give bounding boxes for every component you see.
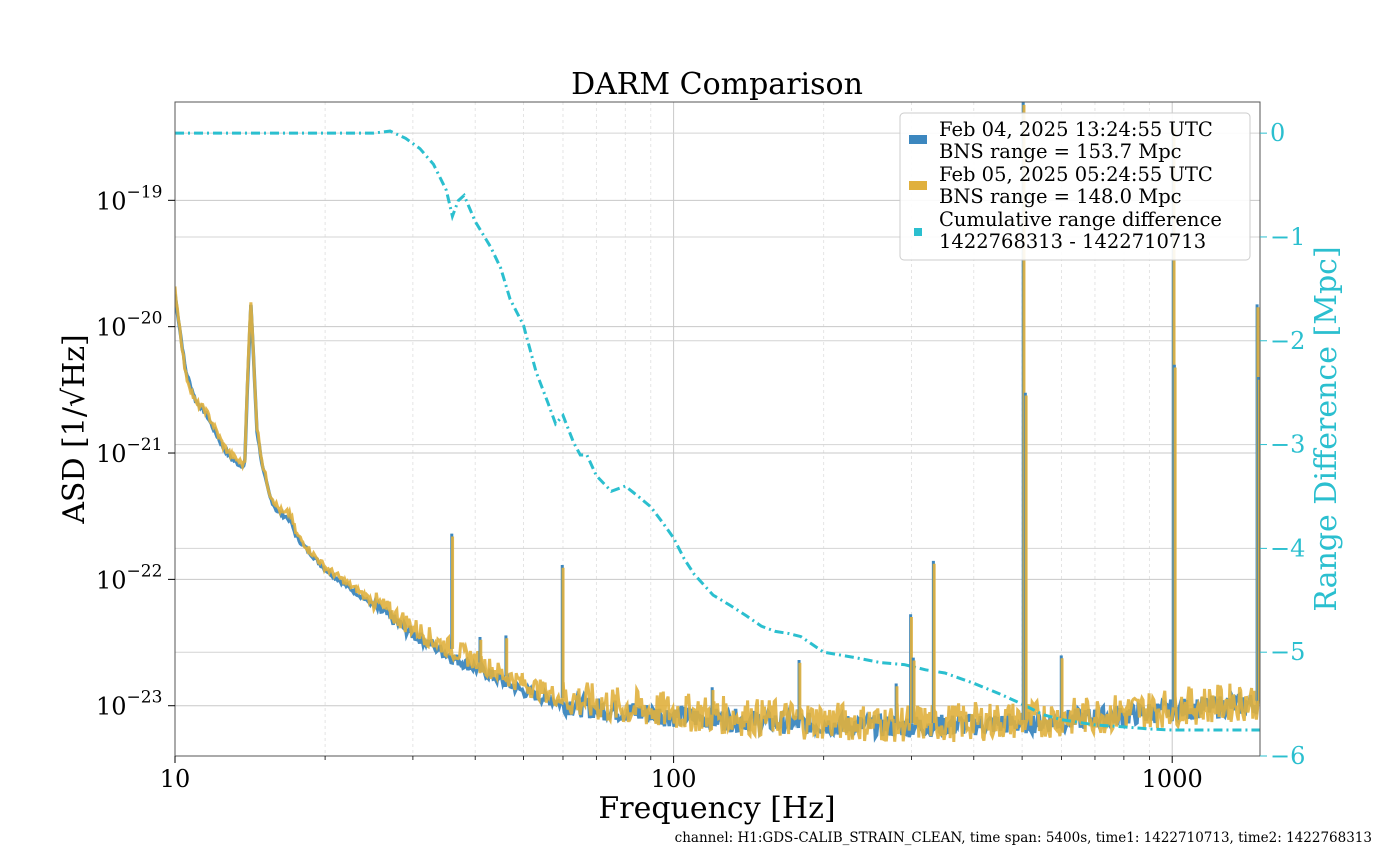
series-feb05 [175, 286, 1260, 743]
right-tick-label: −1 [1270, 223, 1305, 251]
legend-text-gps-times: 1422768313 - 1422710713 [939, 230, 1206, 253]
y-tick-label: 10−21 [96, 435, 162, 468]
right-tick-label: −6 [1270, 742, 1305, 770]
x-tick-label: 100 [651, 765, 697, 793]
legend: Feb 04, 2025 13:24:55 UTC BNS range = 15… [899, 112, 1251, 261]
legend-text-cumulative: Cumulative range difference [939, 208, 1222, 231]
right-axis-label: Range Difference [Mpc] [1309, 246, 1344, 611]
right-tick-label: 0 [1270, 119, 1285, 147]
x-axis-label: Frequency [Hz] [598, 791, 835, 826]
legend-swatch-feb05 [909, 181, 927, 190]
y-axis-ticks: 10−19 10−20 10−21 10−22 10−23 [96, 182, 175, 721]
legend-text-feb04-date: Feb 04, 2025 13:24:55 UTC [939, 118, 1213, 141]
legend-text-feb05-range: BNS range = 148.0 Mpc [939, 185, 1182, 208]
legend-text-feb04-range: BNS range = 153.7 Mpc [939, 140, 1182, 163]
right-tick-label: −5 [1270, 638, 1305, 666]
series-cumulative-range [175, 129, 1260, 732]
y-tick-label: 10−23 [96, 688, 162, 721]
x-tick-label: 10 [160, 765, 191, 793]
footer-channel-info: channel: H1:GDS-CALIB_STRAIN_CLEAN, time… [675, 830, 1372, 846]
right-tick-label: −3 [1270, 431, 1305, 459]
legend-swatch-cumulative [914, 228, 922, 236]
y-tick-label: 10−20 [96, 309, 162, 342]
right-tick-label: −4 [1270, 534, 1305, 562]
y-tick-label: 10−19 [96, 182, 162, 215]
chart-title: DARM Comparison [571, 67, 863, 102]
right-tick-label: −2 [1270, 327, 1305, 355]
y-tick-label: 10−22 [96, 561, 162, 594]
right-axis-ticks: 0 −1 −2 −3 −4 −5 −6 [1260, 119, 1305, 770]
series-layer [175, 102, 1260, 743]
x-tick-label: 1000 [1142, 765, 1203, 793]
legend-swatch-feb04 [909, 135, 927, 144]
plot-frame [174, 101, 1261, 757]
y-axis-label: ASD [1/√Hz] [57, 334, 92, 525]
x-axis-ticks: 10 100 1000 [160, 756, 1203, 793]
legend-text-feb05-date: Feb 05, 2025 05:24:55 UTC [939, 163, 1213, 186]
legend-box [899, 112, 1251, 261]
